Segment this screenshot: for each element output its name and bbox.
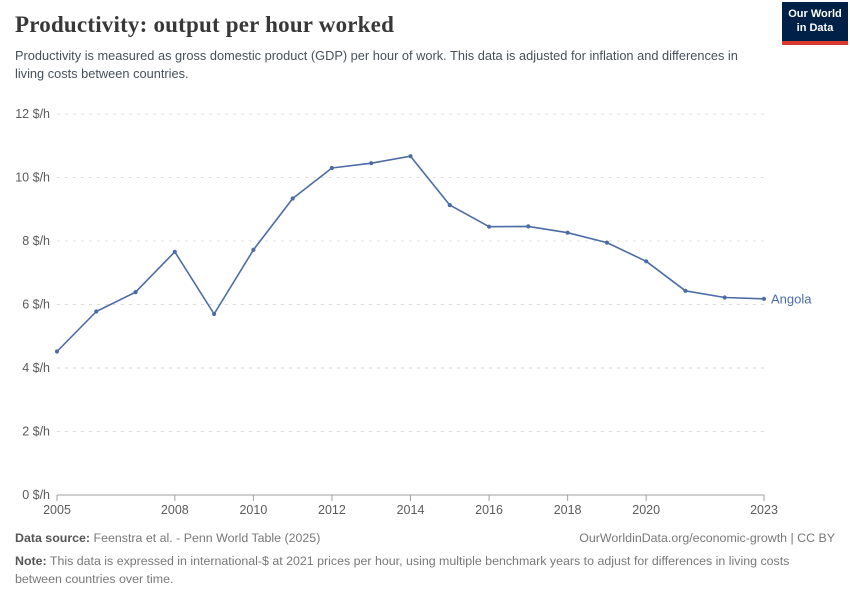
x-tick-label: 2008 <box>161 503 189 517</box>
data-point[interactable] <box>290 196 295 201</box>
chart-svg: 0 $/h 2 $/h 4 $/h 6 $/h 8 $/h 10 $/h 12 $/h 200… <box>15 107 812 517</box>
chart-area: 0 $/h 2 $/h 4 $/h 6 $/h 8 $/h 10 $/h 12 $/h 200… <box>0 100 850 533</box>
data-source-label: Data source: <box>15 531 91 545</box>
y-tick-label: 2 $/h <box>22 425 50 439</box>
y-tick-label: 6 $/h <box>22 298 50 312</box>
chart-note: Note: This data is expressed in internat… <box>15 553 835 589</box>
chart-footer: Data source: Feenstra et al. - Penn Worl… <box>15 530 835 589</box>
data-source-text: Feenstra et al. - Penn World Table (2025… <box>90 531 321 545</box>
x-tick-label: 2018 <box>554 503 582 517</box>
data-point[interactable] <box>251 247 256 252</box>
data-point[interactable] <box>94 309 99 314</box>
y-tick-label: 8 $/h <box>22 234 50 248</box>
owid-logo[interactable]: Our World in Data <box>782 2 848 45</box>
page-title: Productivity: output per hour worked <box>15 12 395 37</box>
data-point[interactable] <box>54 349 60 354</box>
x-tick-label: 2005 <box>43 503 71 517</box>
series-label[interactable]: Angola <box>771 291 812 306</box>
data-point[interactable] <box>565 230 570 235</box>
data-point[interactable] <box>487 224 492 229</box>
data-point[interactable] <box>604 240 610 245</box>
data-point[interactable] <box>172 249 177 254</box>
data-point[interactable] <box>369 161 374 166</box>
data-point[interactable] <box>212 311 217 317</box>
series-line[interactable] <box>56 155 765 353</box>
x-tick-label: 2016 <box>475 503 503 517</box>
owid-logo-line1: Our World <box>788 8 842 20</box>
chart-subtitle: Productivity is measured as gross domest… <box>15 48 738 82</box>
data-point[interactable] <box>683 288 688 293</box>
data-point[interactable] <box>329 165 334 171</box>
x-tick-label: 2023 <box>750 503 778 517</box>
data-point[interactable] <box>447 203 452 208</box>
data-point[interactable] <box>133 290 138 295</box>
x-tick-label: 2010 <box>239 503 267 517</box>
chart-header: Productivity: output per hour worked Pro… <box>15 12 835 83</box>
owid-logo-line2: in Data <box>796 21 834 34</box>
x-tick-label: 2014 <box>397 503 425 517</box>
data-point[interactable] <box>722 295 727 300</box>
data-point[interactable] <box>644 259 649 264</box>
y-tick-label: 0 $/h <box>22 488 50 502</box>
note-label: Note: <box>15 553 47 568</box>
y-tick-label: 12 $/h <box>15 107 50 121</box>
owid-link[interactable]: OurWorldinData.org/economic-growth | CC … <box>579 531 835 545</box>
x-tick-label: 2012 <box>318 503 346 517</box>
note-text: This data is expressed in international-… <box>15 553 790 586</box>
data-point[interactable] <box>526 224 531 229</box>
data-point[interactable] <box>761 296 767 301</box>
data-point[interactable] <box>408 154 413 159</box>
x-tick-label: 2020 <box>632 503 660 517</box>
data-source: Data source: Feenstra et al. - Penn Worl… <box>15 530 320 548</box>
y-tick-label: 10 $/h <box>15 171 50 185</box>
y-tick-label: 4 $/h <box>22 361 50 375</box>
